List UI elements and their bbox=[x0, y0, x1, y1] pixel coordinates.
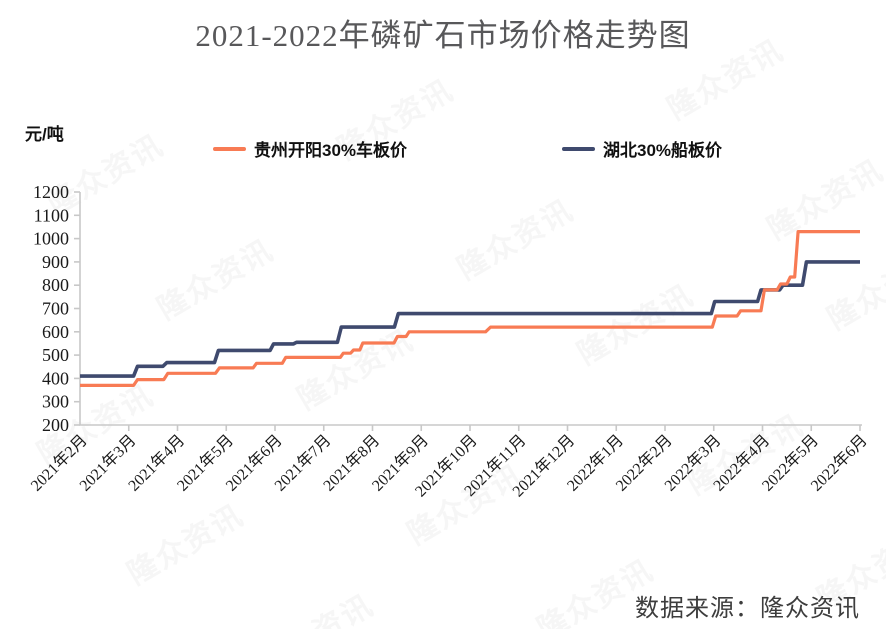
y-axis-tick-label: 400 bbox=[42, 368, 69, 388]
data-source-note: 数据来源：隆众资讯 bbox=[635, 596, 860, 622]
y-axis-tick-label: 700 bbox=[42, 299, 69, 319]
y-axis-tick-label: 1000 bbox=[33, 229, 69, 249]
chart-legend: 贵州开阳30%车板价 湖北30%船板价 bbox=[0, 136, 886, 160]
legend-item-guizhou: 贵州开阳30%车板价 bbox=[213, 136, 407, 161]
legend-label-guizhou: 贵州开阳30%车板价 bbox=[254, 141, 408, 160]
series-line-hubei bbox=[80, 260, 860, 378]
legend-swatch-navy bbox=[562, 146, 595, 151]
legend-item-hubei: 湖北30%船板价 bbox=[562, 136, 722, 161]
legend-swatch-orange bbox=[213, 146, 246, 151]
y-axis-tick-label: 1100 bbox=[34, 205, 69, 225]
y-axis-tick-label: 900 bbox=[42, 252, 69, 272]
y-axis-tick-label: 500 bbox=[42, 345, 69, 365]
y-axis-tick-label: 200 bbox=[42, 415, 69, 435]
chart-title: 2021-2022年磷矿石市场价格走势图 bbox=[195, 18, 691, 53]
y-axis-tick-label: 600 bbox=[42, 322, 69, 342]
series-line-guizhou bbox=[80, 230, 860, 387]
y-axis-tick-label: 800 bbox=[42, 275, 69, 295]
y-axis-tick-label: 1200 bbox=[33, 182, 69, 202]
y-axis-unit-label: 元/吨 bbox=[25, 125, 64, 144]
y-axis-tick-label: 300 bbox=[42, 392, 69, 412]
legend-label-hubei: 湖北30%船板价 bbox=[603, 141, 723, 160]
